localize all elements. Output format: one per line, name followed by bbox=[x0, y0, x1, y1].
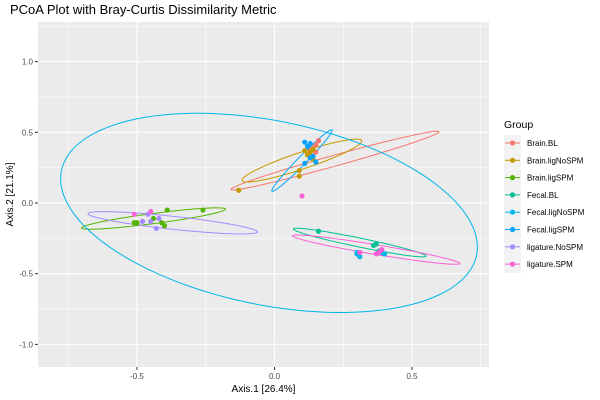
point-ligature-spm bbox=[299, 193, 305, 199]
chart-title: PCoA Plot with Bray-Curtis Dissimilarity… bbox=[10, 2, 277, 17]
legend-key-point-brain-ligspm bbox=[509, 175, 516, 181]
y-tick-label: 0.5 bbox=[22, 128, 34, 137]
x-axis-label: Axis.1 [26.4%] bbox=[232, 384, 296, 395]
point-fecal-lignospm bbox=[357, 254, 363, 260]
legend: Group Brain.BL Brain.ligNoSPM Brain.ligSPM… bbox=[504, 119, 585, 274]
point-fecal-ligspm bbox=[302, 139, 308, 145]
legend-label-fecal-ligspm: Fecal.ligSPM bbox=[527, 226, 574, 235]
ellipse-ligature-spm bbox=[291, 234, 461, 265]
point-ligature-spm bbox=[357, 249, 363, 256]
point-brain-lignospm bbox=[310, 146, 316, 152]
point-brain-lignospm bbox=[302, 148, 308, 154]
y-tick-label: 0.0 bbox=[22, 199, 34, 208]
legend-key-point-fecal-bl bbox=[509, 192, 516, 198]
point-brain-ligspm bbox=[134, 220, 140, 226]
legend-key-point-fecal-ligspm bbox=[509, 226, 516, 233]
point-brain-ligspm bbox=[159, 220, 165, 226]
point-ligature-nospm bbox=[148, 218, 154, 224]
point-ligature-nospm bbox=[156, 215, 162, 222]
y-axis-label: Axis.2 [21.1%] bbox=[5, 162, 16, 226]
x-tick-label: 0.5 bbox=[406, 372, 418, 381]
legend-label-brain-bl: Brain.BL bbox=[527, 139, 558, 148]
legend-label-fecal-lignospm: Fecal.ligNoSPM bbox=[527, 208, 585, 217]
point-fecal-ligspm bbox=[307, 140, 313, 147]
ellipse-fecal-lignospm bbox=[60, 112, 478, 313]
point-ligature-spm bbox=[376, 249, 382, 256]
ellipse-fecal-bl bbox=[292, 227, 427, 258]
axis-ticks: -0.5 0.0 0.5 -1.0 -0.5 0.0 0.5 1.0 bbox=[19, 58, 418, 381]
ellipse-brain-bl bbox=[230, 130, 440, 191]
data-points bbox=[131, 138, 388, 260]
legend-label-fecal-bl: Fecal.BL bbox=[527, 191, 559, 200]
legend-key-point-fecal-lignospm bbox=[509, 209, 516, 215]
gridlines bbox=[38, 22, 489, 367]
legend-label-ligature-nospm: ligature.NoSPM bbox=[527, 243, 583, 252]
legend-label-ligature-spm: ligature.SPM bbox=[527, 260, 573, 269]
y-tick-label: -1.0 bbox=[19, 340, 33, 349]
point-brain-lignospm bbox=[236, 187, 242, 193]
confidence-ellipses bbox=[60, 112, 478, 313]
legend-key-point-ligature-nospm bbox=[509, 244, 516, 250]
legend-title: Group bbox=[504, 119, 533, 131]
point-fecal-bl bbox=[315, 228, 322, 234]
point-brain-bl bbox=[315, 138, 322, 144]
point-brain-ligspm bbox=[164, 207, 170, 213]
ellipse-brain-lignospm bbox=[241, 138, 363, 183]
point-ligature-spm bbox=[131, 211, 137, 217]
point-brain-lignospm bbox=[296, 167, 302, 174]
point-brain-lignospm bbox=[296, 173, 302, 179]
legend-key-point-brain-bl bbox=[509, 140, 516, 146]
legend-label-brain-ligspm: Brain.ligSPM bbox=[527, 174, 574, 183]
point-fecal-bl bbox=[373, 241, 379, 247]
y-tick-label: 1.0 bbox=[22, 58, 34, 67]
y-tick-label: -0.5 bbox=[19, 270, 33, 279]
legend-label-brain-lignospm: Brain.ligNoSPM bbox=[527, 156, 584, 165]
point-ligature-nospm bbox=[153, 225, 159, 232]
legend-key-point-ligature-spm bbox=[509, 261, 516, 267]
point-fecal-ligspm bbox=[302, 160, 308, 166]
ellipse-ligature-nospm bbox=[87, 211, 259, 235]
x-tick-label: -0.5 bbox=[130, 372, 144, 381]
ellipse-fecal-ligspm bbox=[271, 129, 333, 192]
point-fecal-ligspm bbox=[313, 159, 319, 165]
plot-panel bbox=[38, 22, 489, 367]
point-ligature-nospm bbox=[139, 218, 146, 224]
point-brain-ligspm bbox=[200, 207, 206, 213]
legend-key-point-brain-lignospm bbox=[509, 157, 516, 163]
ellipse-brain-ligspm bbox=[81, 207, 226, 230]
x-tick-label: 0.0 bbox=[269, 372, 281, 381]
point-fecal-ligspm bbox=[307, 155, 313, 161]
point-ligature-spm bbox=[148, 208, 154, 215]
